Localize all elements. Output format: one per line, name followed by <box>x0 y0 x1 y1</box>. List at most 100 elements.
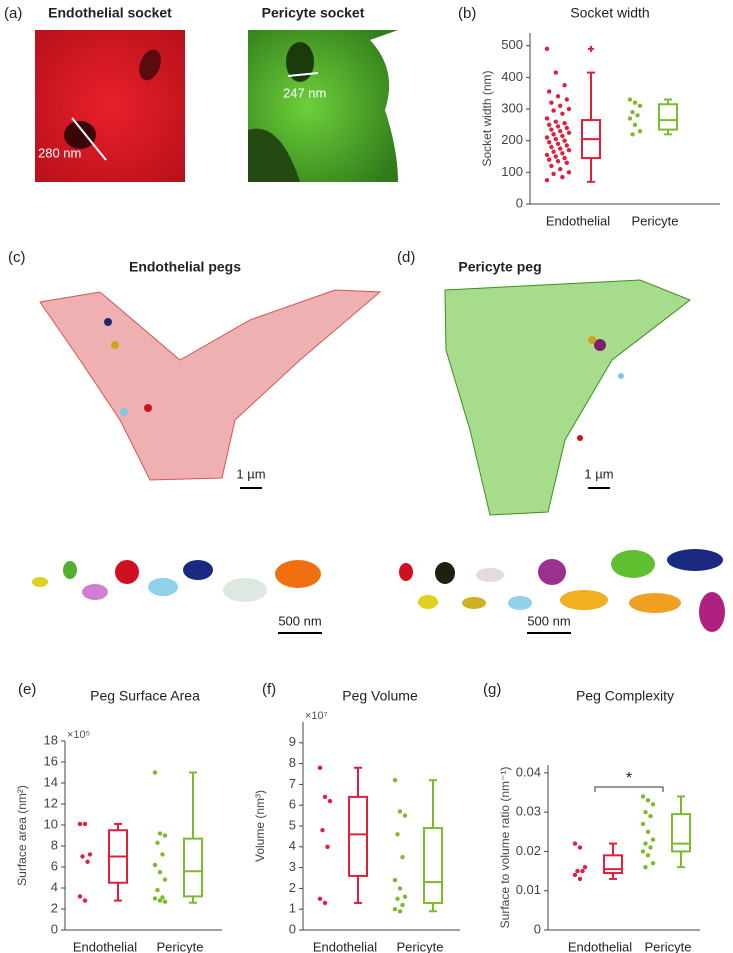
peg <box>538 559 566 585</box>
chart-title: Peg Complexity <box>576 688 674 704</box>
data-point <box>650 837 656 842</box>
peg <box>148 578 178 596</box>
peg <box>104 318 112 326</box>
data-point <box>549 144 554 150</box>
y-tick-label: 100 <box>501 164 523 179</box>
significance-label: * <box>626 770 632 787</box>
y-tick-label: 2 <box>289 880 296 895</box>
data-point <box>152 896 158 901</box>
y-tick-label: 8 <box>289 755 296 770</box>
y-tick-label: 3 <box>289 859 296 874</box>
scale-label: ×10⁷ <box>305 710 328 722</box>
x-tick-label: Pericyte <box>157 939 204 953</box>
data-point <box>555 159 561 164</box>
data-point <box>162 877 168 882</box>
box <box>603 854 623 875</box>
data-point <box>160 852 165 857</box>
data-point <box>645 829 651 834</box>
measure-label: 280 nm <box>38 145 81 160</box>
data-point <box>402 813 408 818</box>
data-point <box>152 770 158 775</box>
x-tick-label: Endothelial <box>313 939 377 953</box>
y-tick-label: 0 <box>534 921 541 936</box>
peg <box>560 590 608 610</box>
data-point <box>645 798 651 803</box>
chart-title: Socket width <box>570 5 649 21</box>
y-axis-label: Volume (nm³) <box>253 790 267 862</box>
data-point <box>553 136 558 142</box>
x-tick-label: Endothelial <box>546 213 610 228</box>
data-point <box>551 108 556 113</box>
peg <box>144 404 152 412</box>
data-point <box>562 121 567 126</box>
peg <box>577 435 583 441</box>
y-tick-label: 9 <box>289 734 296 749</box>
box <box>423 827 443 904</box>
data-point <box>558 146 563 151</box>
peg <box>508 596 532 610</box>
data-point <box>400 855 405 860</box>
panel-label: (c) <box>8 249 26 266</box>
peg <box>111 341 119 349</box>
data-point <box>551 149 556 154</box>
vessel-render <box>444 279 692 516</box>
peg <box>115 560 139 584</box>
data-point <box>395 832 400 837</box>
peg <box>611 550 655 578</box>
measure-line <box>287 72 319 77</box>
y-axis-label: Surface to volume ratio (nm⁻¹) <box>498 767 512 929</box>
peg <box>629 593 681 613</box>
peg <box>588 336 596 344</box>
data-point <box>317 896 323 901</box>
chart-title: Peg Surface Area <box>90 688 200 704</box>
shade <box>370 30 398 182</box>
data-point <box>87 852 93 857</box>
data-point <box>157 870 163 875</box>
panel-title: Pericyte peg <box>458 259 541 275</box>
x-tick-label: Pericyte <box>397 939 444 953</box>
data-point <box>395 896 400 901</box>
data-point <box>544 135 550 140</box>
y-tick-label: 5 <box>289 817 296 832</box>
y-tick-label: 300 <box>501 100 523 115</box>
y-tick-label: 18 <box>44 732 58 747</box>
box <box>348 795 368 877</box>
data-point <box>402 894 408 899</box>
peg <box>618 373 624 379</box>
data-point <box>566 170 572 175</box>
y-tick-label: 1 <box>289 901 296 916</box>
data-point <box>77 894 83 899</box>
y-tick-label: 6 <box>289 797 296 812</box>
data-point <box>560 111 565 116</box>
data-point <box>549 163 554 169</box>
data-point <box>643 809 648 815</box>
peg <box>418 595 438 609</box>
shade <box>248 128 300 182</box>
significance-bracket <box>594 786 664 792</box>
y-tick-label: 16 <box>44 753 58 768</box>
data-point <box>555 141 561 147</box>
data-point <box>650 802 656 807</box>
data-point <box>562 155 567 161</box>
data-point <box>392 877 398 883</box>
data-point <box>643 864 648 870</box>
data-point <box>392 907 398 912</box>
y-tick-label: 14 <box>44 774 58 789</box>
data-point <box>577 876 583 882</box>
data-point <box>564 143 569 148</box>
data-point <box>577 845 583 850</box>
data-point <box>627 116 633 121</box>
data-point <box>635 113 640 118</box>
panel-label: (d) <box>397 249 415 266</box>
y-tick-label: 8 <box>51 837 58 852</box>
data-point <box>155 887 160 893</box>
y-tick-label: 2 <box>51 900 58 915</box>
data-point <box>551 132 556 137</box>
scale-label: 500 nm <box>527 613 570 628</box>
data-point <box>650 861 656 866</box>
data-point <box>648 845 653 850</box>
data-point <box>320 827 325 833</box>
socket <box>64 121 96 149</box>
data-point <box>400 902 405 908</box>
data-point <box>553 70 558 75</box>
